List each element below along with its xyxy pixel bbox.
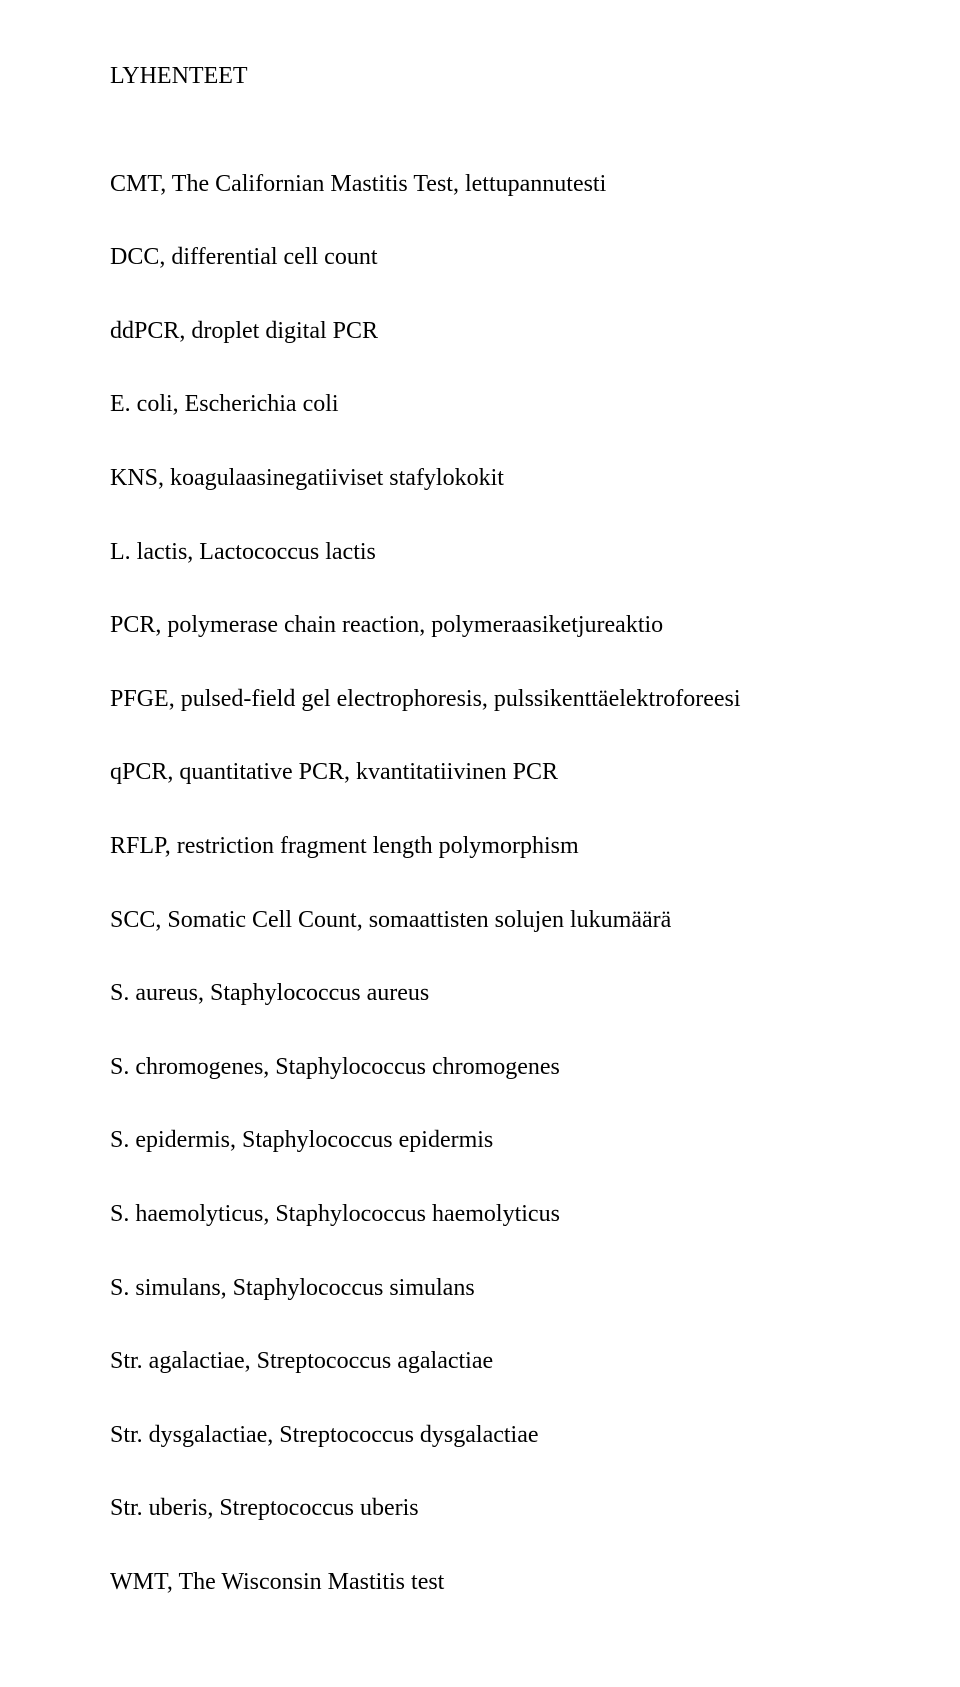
abbreviation-line: RFLP, restriction fragment length polymo… [110,824,850,870]
abbreviation-list: CMT, The Californian Mastitis Test, lett… [110,162,850,1606]
page-heading: LYHENTEET [110,54,850,100]
abbreviation-line: PCR, polymerase chain reaction, polymera… [110,603,850,649]
abbreviation-line: Str. uberis, Streptococcus uberis [110,1486,850,1532]
abbreviation-line: E. coli, Escherichia coli [110,382,850,428]
abbreviation-line: S. chromogenes, Staphylococcus chromogen… [110,1045,850,1091]
abbreviation-line: S. epidermis, Staphylococcus epidermis [110,1118,850,1164]
abbreviation-line: Str. dysgalactiae, Streptococcus dysgala… [110,1413,850,1459]
abbreviation-line: DCC, differential cell count [110,235,850,281]
abbreviation-line: S. haemolyticus, Staphylococcus haemolyt… [110,1192,850,1238]
abbreviation-line: L. lactis, Lactococcus lactis [110,530,850,576]
abbreviation-line: SCC, Somatic Cell Count, somaattisten so… [110,898,850,944]
abbreviation-line: S. simulans, Staphylococcus simulans [110,1266,850,1312]
abbreviation-line: CMT, The Californian Mastitis Test, lett… [110,162,850,208]
abbreviation-line: PFGE, pulsed-field gel electrophoresis, … [110,677,850,723]
abbreviation-line: KNS, koagulaasinegatiiviset stafylokokit [110,456,850,502]
abbreviation-line: qPCR, quantitative PCR, kvantitatiivinen… [110,750,850,796]
abbreviation-line: S. aureus, Staphylococcus aureus [110,971,850,1017]
abbreviation-line: ddPCR, droplet digital PCR [110,309,850,355]
document-page: LYHENTEET CMT, The Californian Mastitis … [0,0,960,1687]
abbreviation-line: WMT, The Wisconsin Mastitis test [110,1560,850,1606]
abbreviation-line: Str. agalactiae, Streptococcus agalactia… [110,1339,850,1385]
